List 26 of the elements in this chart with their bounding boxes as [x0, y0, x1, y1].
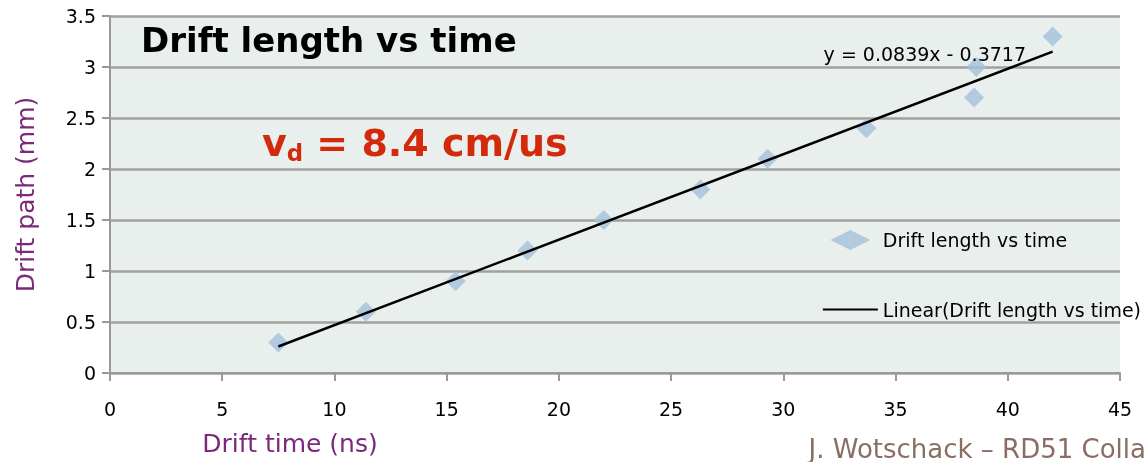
y-tick-label: 0.5 [65, 311, 96, 333]
x-tick-label: 20 [546, 397, 571, 420]
legend-label: Drift length vs time [882, 229, 1068, 251]
y-tick-label: 1 [83, 260, 96, 282]
y-tick-label: 3 [83, 56, 96, 78]
x-tick-label: 25 [659, 397, 684, 420]
x-tick-label: 15 [434, 397, 459, 420]
y-tick-label: 2.5 [65, 107, 96, 129]
x-tick-label: 0 [103, 397, 117, 420]
x-axis-title: Drift time (ns) [202, 429, 378, 458]
chart-title: Drift length vs time [141, 20, 517, 60]
annotation: y = 0.0839x - 0.3717 [823, 42, 1027, 65]
legend-label: Linear(Drift length vs time) [882, 298, 1141, 321]
point [1042, 26, 1063, 47]
y-tick-label: 0 [83, 362, 96, 384]
x-tick-label: 40 [995, 397, 1020, 420]
y-axis-title: Drift path (mm) [11, 96, 40, 293]
x-tick-label: 35 [883, 397, 908, 420]
x-tick-label: 30 [771, 397, 796, 420]
y-tick-label: 3.5 [65, 5, 96, 27]
x-tick-label: 45 [1107, 397, 1133, 420]
x-tick-label: 5 [216, 397, 229, 420]
point [964, 87, 985, 108]
x-tick-label: 10 [322, 397, 347, 420]
y-tick-label: 1.5 [65, 209, 96, 231]
y-tick-label: 2 [83, 158, 96, 180]
